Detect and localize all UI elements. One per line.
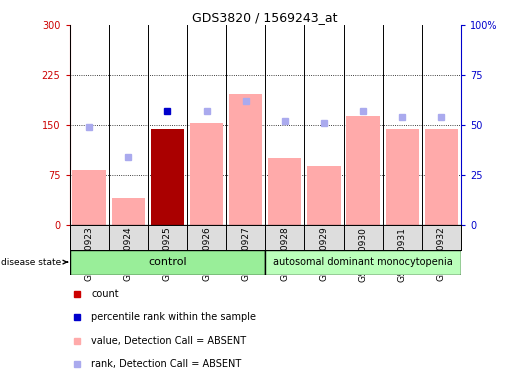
Text: value, Detection Call = ABSENT: value, Detection Call = ABSENT — [91, 336, 246, 346]
Bar — [73, 170, 106, 225]
Bar — [347, 116, 380, 225]
Bar — [112, 198, 145, 225]
Bar — [268, 158, 301, 225]
Text: percentile rank within the sample: percentile rank within the sample — [91, 313, 256, 323]
Text: GSM400930: GSM400930 — [358, 227, 368, 281]
Title: GDS3820 / 1569243_at: GDS3820 / 1569243_at — [193, 11, 338, 24]
Text: control: control — [148, 257, 186, 267]
Bar — [386, 129, 419, 225]
Text: GSM400927: GSM400927 — [241, 227, 250, 281]
Text: GSM400925: GSM400925 — [163, 227, 172, 281]
Text: rank, Detection Call = ABSENT: rank, Detection Call = ABSENT — [91, 359, 242, 369]
Bar — [229, 94, 262, 225]
Text: autosomal dominant monocytopenia: autosomal dominant monocytopenia — [273, 257, 453, 267]
Text: disease state: disease state — [2, 258, 67, 266]
Bar — [151, 129, 184, 225]
Text: count: count — [91, 289, 118, 299]
Text: GSM400929: GSM400929 — [319, 227, 329, 281]
Text: GSM400928: GSM400928 — [280, 227, 289, 281]
Bar — [307, 166, 340, 225]
Text: GSM400924: GSM400924 — [124, 227, 133, 281]
Bar — [190, 123, 223, 225]
Bar — [425, 129, 458, 225]
Text: GSM400926: GSM400926 — [202, 227, 211, 281]
Text: GSM400931: GSM400931 — [398, 227, 407, 281]
Text: GSM400923: GSM400923 — [84, 227, 94, 281]
FancyBboxPatch shape — [265, 250, 461, 275]
Text: GSM400932: GSM400932 — [437, 227, 446, 281]
FancyBboxPatch shape — [70, 250, 265, 275]
